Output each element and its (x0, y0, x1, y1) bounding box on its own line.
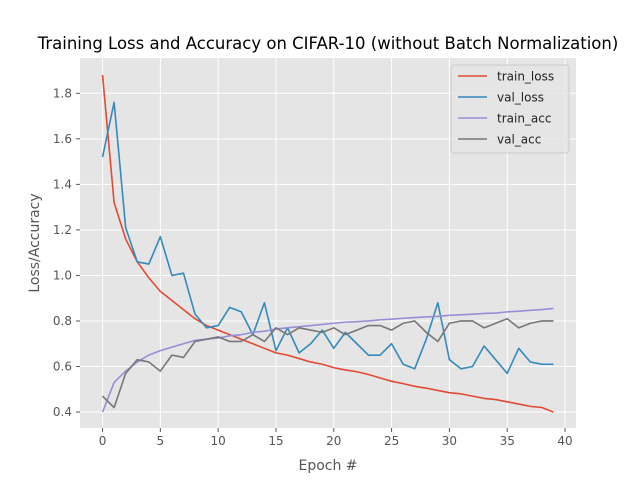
y-tick-label: 1.8 (53, 86, 72, 100)
x-tick-label: 20 (326, 434, 341, 448)
y-tick-label: 1.4 (53, 177, 72, 191)
legend-label-train-acc: train_acc (497, 112, 551, 126)
x-tick-label: 10 (211, 434, 226, 448)
y-tick-label: 1.6 (53, 132, 72, 146)
series-line-train-loss (101, 75, 554, 413)
y-tick-label: 0.4 (53, 405, 72, 419)
x-tick-label: 35 (500, 434, 515, 448)
series-line-train-acc (101, 307, 554, 413)
x-tick-label: 25 (384, 434, 399, 448)
legend-box (450, 64, 570, 154)
y-axis-label: Loss/Accuracy (27, 193, 43, 292)
x-axis-ticks: 0 5 10 15 20 25 30 35 40 (99, 428, 573, 448)
y-tick-label: 0.8 (53, 314, 72, 328)
y-axis-ticks: 0.4 0.6 0.8 1.0 1.2 1.4 1.6 1.8 (53, 86, 80, 419)
y-tick-label: 1.2 (53, 223, 72, 237)
x-axis-label: Epoch # (298, 458, 357, 474)
legend-label-val-acc: val_acc (497, 133, 541, 147)
chart-title: Training Loss and Accuracy on CIFAR-10 (… (37, 34, 619, 53)
series-layer (101, 75, 554, 413)
x-tick-label: 0 (99, 434, 107, 448)
x-tick-label: 30 (442, 434, 457, 448)
legend-label-val-loss: val_loss (497, 91, 544, 105)
legend: train_loss val_loss train_acc val_acc (450, 64, 570, 154)
series-line-val-loss (101, 101, 554, 375)
x-tick-label: 40 (557, 434, 572, 448)
y-tick-label: 1.0 (53, 268, 72, 282)
y-tick-label: 0.6 (53, 360, 72, 374)
x-tick-label: 5 (157, 434, 165, 448)
legend-label-train-loss: train_loss (497, 70, 554, 84)
series-line-val-acc (101, 317, 554, 409)
x-tick-label: 15 (268, 434, 283, 448)
